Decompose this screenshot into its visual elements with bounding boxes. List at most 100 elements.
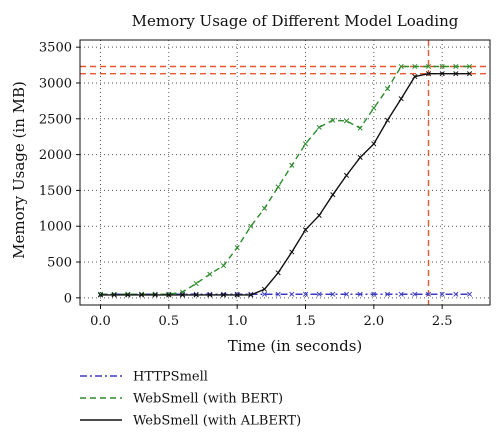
series-0-point	[453, 291, 459, 297]
point-stroke	[357, 154, 363, 161]
series-2-point	[138, 292, 145, 298]
point-stroke	[453, 63, 459, 70]
series-2-point	[234, 292, 240, 298]
series-2-point	[125, 292, 131, 298]
series-0-point	[316, 291, 322, 297]
series-2-point	[248, 292, 254, 298]
point-stroke	[207, 292, 213, 298]
series-2-point	[439, 71, 445, 77]
x-tick-label: 1.0	[227, 314, 248, 329]
point-stroke	[453, 291, 459, 297]
series-0-point	[261, 291, 268, 297]
point-stroke	[425, 291, 432, 297]
series-1-point	[220, 263, 227, 269]
point-stroke	[207, 271, 213, 277]
series-2-point	[207, 292, 213, 298]
series-0-point	[275, 291, 281, 297]
point-stroke	[425, 63, 432, 70]
point-stroke	[166, 292, 172, 298]
series-0-point	[357, 291, 363, 297]
grid-layer	[80, 40, 490, 305]
point-stroke	[439, 63, 445, 70]
point-stroke	[316, 212, 322, 219]
series-2-point	[316, 212, 322, 219]
series-2-point	[289, 249, 295, 255]
point-stroke	[384, 86, 391, 92]
series-0-point	[398, 291, 404, 297]
point-stroke	[220, 263, 227, 269]
legend-label-2: WebSmell (with ALBERT)	[133, 414, 301, 429]
point-stroke	[193, 292, 199, 298]
point-stroke	[384, 117, 391, 123]
point-stroke	[289, 291, 295, 297]
series-1-point	[248, 223, 254, 229]
point-stroke	[166, 291, 172, 297]
point-stroke	[371, 141, 377, 147]
point-stroke	[412, 63, 418, 70]
series-0-point	[343, 291, 350, 297]
point-stroke	[248, 223, 254, 229]
point-stroke	[371, 291, 377, 297]
series-1-point	[111, 291, 117, 297]
point-stroke	[97, 292, 104, 298]
series-0-point	[384, 291, 391, 297]
point-stroke	[275, 270, 281, 276]
series-1-point	[234, 245, 240, 251]
y-tick-label: 1500	[39, 184, 72, 199]
series-1-point	[439, 63, 445, 70]
series-1-point	[193, 280, 199, 287]
point-stroke	[261, 205, 268, 211]
point-stroke	[330, 291, 336, 297]
series-1-point	[398, 63, 404, 70]
series-2-point	[302, 227, 309, 233]
point-stroke	[138, 291, 145, 297]
series-0-point	[193, 291, 199, 297]
series-2-point	[453, 71, 459, 77]
x-tick-label: 2.5	[432, 314, 453, 329]
point-stroke	[138, 292, 145, 298]
point-stroke	[289, 249, 295, 255]
series-0-point	[207, 291, 213, 297]
x-tick-label: 2.0	[363, 314, 384, 329]
point-stroke	[316, 291, 322, 297]
point-stroke	[371, 105, 377, 111]
legend-label-1: WebSmell (with BERT)	[133, 392, 283, 407]
point-stroke	[261, 291, 268, 297]
series-0-point	[412, 291, 418, 297]
series-1-point	[138, 291, 145, 297]
point-stroke	[111, 292, 117, 298]
series-1-point	[152, 291, 158, 297]
series-2-point	[97, 292, 104, 298]
point-stroke	[289, 162, 295, 168]
point-stroke	[412, 73, 418, 80]
series-2-point	[330, 192, 336, 198]
series-2-point	[412, 73, 418, 80]
series-1-point	[453, 63, 459, 70]
point-stroke	[275, 291, 281, 297]
series-0-point	[439, 291, 445, 297]
series-0-point	[330, 291, 336, 297]
series-1-point	[275, 184, 281, 190]
series-0-point	[466, 291, 473, 297]
series-1-point	[425, 63, 432, 70]
series-2-point	[152, 292, 158, 298]
point-stroke	[179, 291, 186, 297]
series-0-point	[220, 291, 227, 297]
series-2-point	[166, 292, 172, 298]
y-tick-label: 3500	[39, 41, 72, 56]
series-layer	[97, 63, 473, 298]
series-2-point	[179, 292, 186, 298]
x-axis-label: Time (in seconds)	[228, 337, 363, 355]
y-tick-label: 2000	[39, 148, 72, 163]
series-1-point	[166, 291, 172, 297]
point-stroke	[357, 291, 363, 297]
point-stroke	[466, 71, 473, 77]
series-1-point	[466, 63, 473, 70]
series-1-point	[371, 105, 377, 111]
point-stroke	[398, 96, 404, 102]
point-stroke	[220, 292, 227, 298]
legend-label-0: HTTPSmell	[133, 370, 208, 385]
series-1-point	[302, 141, 309, 147]
series-1-point	[289, 162, 295, 168]
